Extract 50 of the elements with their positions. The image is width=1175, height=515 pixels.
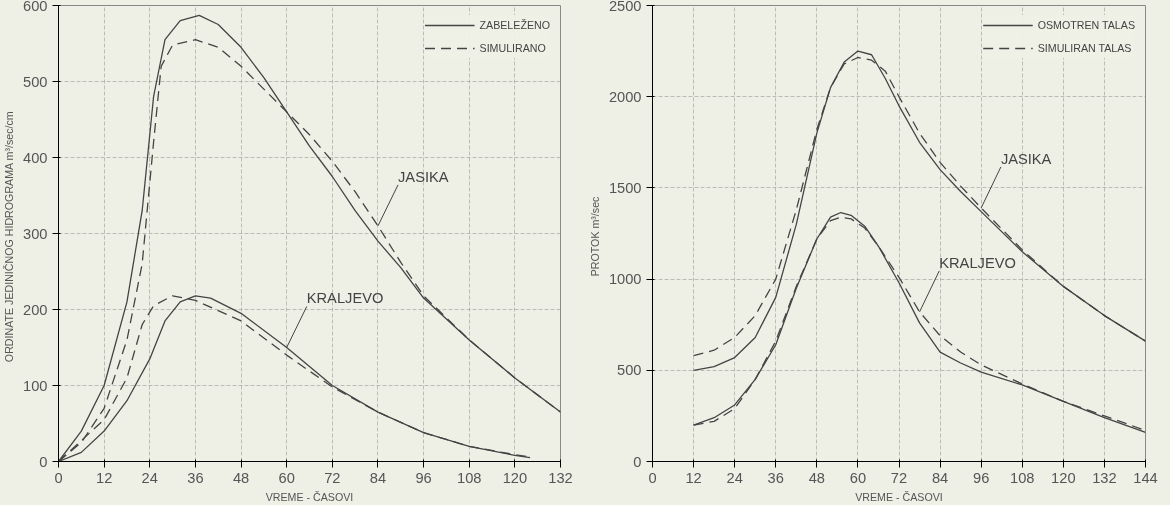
y-tick-label: 200 xyxy=(23,301,48,318)
x-tick-label: 12 xyxy=(685,469,702,486)
legend-label: OSMOTREN TALAS xyxy=(1037,19,1135,31)
x-axis-title: VREME - ČASOVI xyxy=(855,490,943,503)
x-tick-label: 24 xyxy=(726,469,743,486)
legend-label: SIMULIRAN TALAS xyxy=(1037,42,1132,54)
x-tick-label: 108 xyxy=(457,469,482,486)
x-tick-label: 84 xyxy=(931,469,949,486)
x-tick-label: 84 xyxy=(369,469,387,486)
x-tick-label: 48 xyxy=(808,469,825,486)
x-tick-label: 12 xyxy=(95,469,113,486)
x-tick-label: 60 xyxy=(849,469,867,486)
y-tick-label: 400 xyxy=(23,149,48,166)
x-tick-label: 36 xyxy=(187,469,204,486)
y-tick-label: 2500 xyxy=(608,0,642,14)
y-tick-label: 0 xyxy=(633,453,642,470)
x-tick-label: 96 xyxy=(415,469,432,486)
x-tick-label: 24 xyxy=(141,469,158,486)
legend-label: ZABELEŽENO xyxy=(479,19,550,31)
x-tick-label: 0 xyxy=(54,469,63,486)
x-tick-label: 132 xyxy=(548,469,573,486)
annotation: KRALJEVO xyxy=(939,254,1016,271)
annotation: JASIKA xyxy=(398,168,449,185)
x-tick-label: 72 xyxy=(890,469,908,486)
y-tick-label: 1500 xyxy=(608,179,642,196)
y-tick-label: 600 xyxy=(23,0,48,14)
x-tick-label: 60 xyxy=(278,469,295,486)
x-axis-title: VREME - ČASOVI xyxy=(265,490,354,503)
y-tick-label: 500 xyxy=(23,73,48,90)
annotation: JASIKA xyxy=(1000,150,1052,167)
legend-label: SIMULIRANO xyxy=(479,42,546,54)
x-tick-label: 48 xyxy=(232,469,250,486)
x-tick-label: 72 xyxy=(324,469,341,486)
x-tick-label: 108 xyxy=(1010,469,1035,486)
y-tick-label: 0 xyxy=(39,453,48,470)
y-tick-label: 300 xyxy=(23,225,48,242)
x-tick-label: 120 xyxy=(502,469,528,486)
x-tick-label: 96 xyxy=(973,469,990,486)
y-axis-title: ORDINATE JEDINIČNOG HIDROGRAMA m³/sec/cm xyxy=(3,111,16,363)
x-tick-label: 144 xyxy=(1133,469,1158,486)
x-tick-label: 36 xyxy=(767,469,784,486)
annotation: KRALJEVO xyxy=(306,290,384,307)
y-axis-title: PROTOK m³/sec xyxy=(588,195,601,277)
y-tick-label: 500 xyxy=(617,362,642,379)
y-tick-label: 1000 xyxy=(608,271,642,288)
x-tick-label: 120 xyxy=(1051,469,1076,486)
y-tick-label: 2000 xyxy=(608,88,642,105)
y-tick-label: 100 xyxy=(23,377,48,394)
x-tick-label: 132 xyxy=(1092,469,1117,486)
x-tick-label: 0 xyxy=(648,469,657,486)
